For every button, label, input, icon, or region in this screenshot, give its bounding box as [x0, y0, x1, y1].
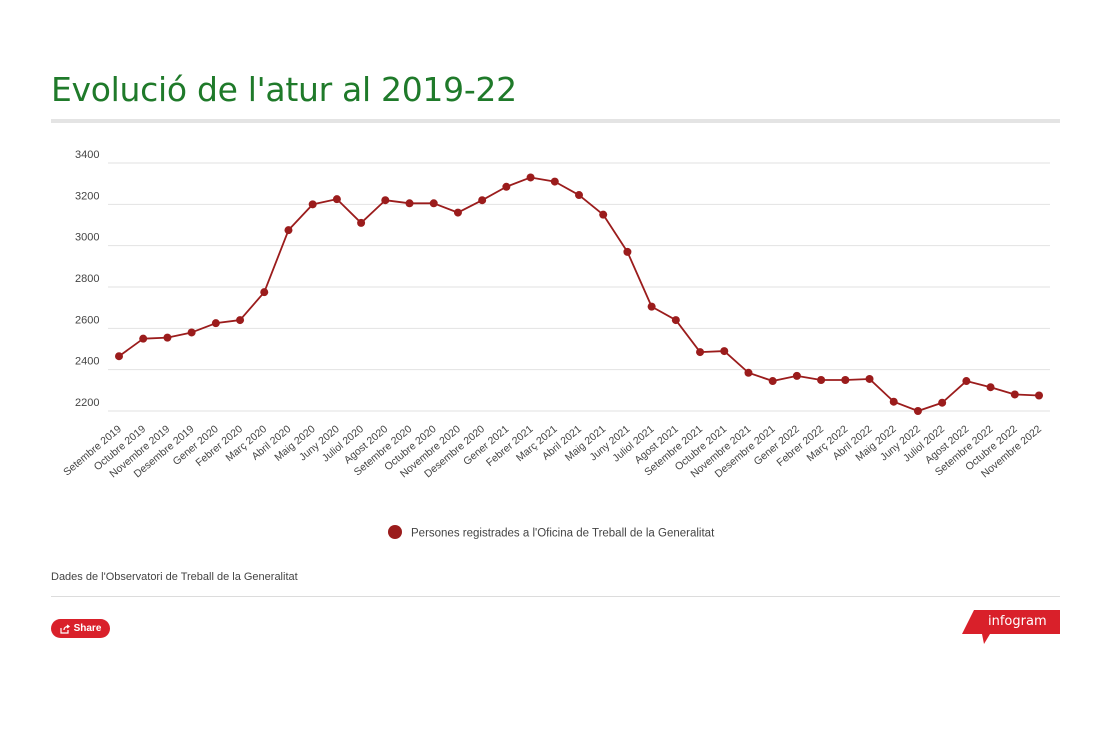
source-note: Dades de l'Observatori de Treball de la … — [51, 571, 298, 583]
data-point[interactable] — [817, 376, 826, 384]
data-point[interactable] — [405, 199, 414, 208]
title-divider — [51, 119, 1060, 123]
infogram-logo[interactable] — [962, 610, 1060, 644]
data-point[interactable] — [962, 377, 971, 386]
data-point[interactable] — [720, 347, 729, 356]
series-line — [118, 176, 1040, 412]
share-label: Share — [73, 623, 102, 634]
y-tick-label: 2400 — [75, 356, 99, 368]
data-point[interactable] — [139, 334, 148, 343]
legend-marker — [388, 525, 402, 539]
y-tick-label: 3000 — [75, 232, 99, 244]
data-point[interactable] — [478, 196, 487, 205]
y-tick-label: 2600 — [75, 314, 99, 326]
data-point[interactable] — [768, 377, 777, 386]
y-tick-label: 2200 — [75, 397, 99, 409]
data-point[interactable] — [381, 196, 390, 205]
data-point[interactable] — [599, 210, 608, 219]
data-point[interactable] — [308, 200, 317, 209]
data-point[interactable] — [744, 368, 753, 377]
data-point[interactable] — [163, 333, 172, 342]
data-point[interactable] — [1035, 391, 1043, 400]
data-point[interactable] — [913, 407, 922, 415]
data-point[interactable] — [889, 397, 898, 406]
data-point[interactable] — [502, 182, 511, 191]
data-point[interactable] — [236, 316, 245, 325]
data-point[interactable] — [792, 371, 801, 380]
data-point[interactable] — [986, 383, 995, 392]
data-point[interactable] — [115, 352, 123, 361]
data-point[interactable] — [623, 247, 632, 256]
data-point[interactable] — [357, 218, 366, 227]
share-button[interactable]: Share — [51, 619, 110, 638]
y-tick-label: 3200 — [75, 190, 99, 202]
data-point[interactable] — [575, 191, 583, 200]
data-point[interactable] — [526, 173, 535, 182]
data-point[interactable] — [332, 195, 341, 204]
data-point[interactable] — [187, 328, 196, 337]
legend-label: Persones registrades a l'Oficina de Treb… — [411, 528, 715, 540]
data-point[interactable] — [260, 288, 269, 297]
y-tick-label: 3400 — [75, 149, 99, 161]
data-point[interactable] — [1010, 390, 1019, 399]
chart-title: Evolució de l'atur al 2019-22 — [51, 70, 517, 109]
data-point[interactable] — [865, 374, 874, 383]
data-point[interactable] — [550, 177, 559, 186]
data-point[interactable] — [938, 398, 947, 407]
infogram-label: infogram — [988, 614, 1047, 629]
y-tick-label: 2800 — [75, 273, 99, 285]
data-point[interactable] — [211, 319, 220, 328]
footer-divider — [51, 596, 1060, 597]
data-point[interactable] — [671, 316, 680, 325]
data-point[interactable] — [453, 208, 462, 217]
data-point[interactable] — [696, 348, 705, 357]
data-point[interactable] — [841, 376, 850, 384]
data-point[interactable] — [647, 302, 656, 311]
data-point[interactable] — [429, 199, 438, 208]
data-point[interactable] — [284, 226, 293, 235]
share-icon — [59, 624, 70, 634]
